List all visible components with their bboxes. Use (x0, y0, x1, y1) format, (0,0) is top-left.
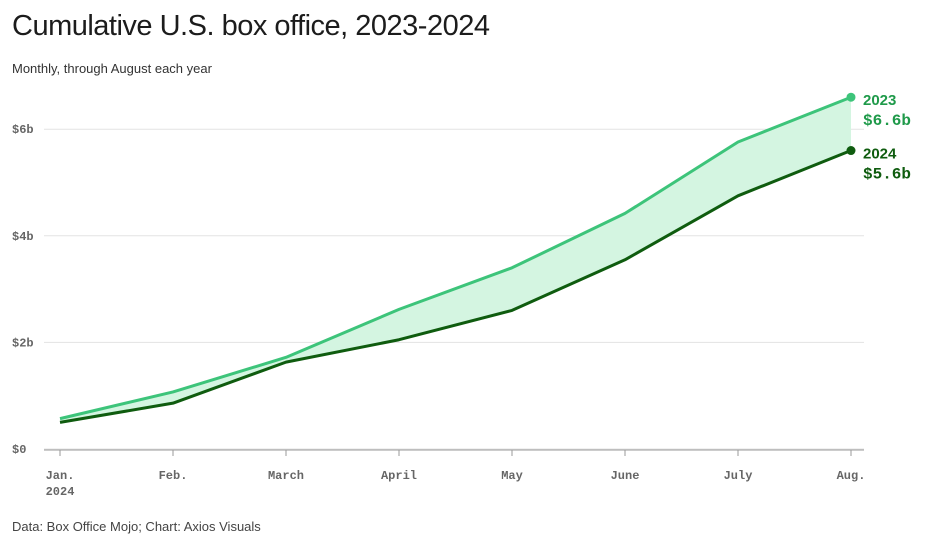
x-tick-label: July (724, 469, 753, 483)
series-lines (59, 92, 856, 424)
x-tick-label: March (268, 469, 304, 483)
chart-title: Cumulative U.S. box office, 2023-2024 (12, 10, 490, 42)
x-tick-label: Jan. (46, 469, 75, 483)
y-axis-labels: $0 $2b $4b $6b (12, 123, 34, 457)
x-tick-label: Feb. (159, 469, 188, 483)
grid-lines (44, 128, 864, 450)
y-tick-label: $2b (12, 336, 34, 350)
x-tick-label: June (611, 469, 640, 483)
x-tick-label: April (381, 469, 417, 483)
end-label-year-2023: 2023 (863, 92, 896, 109)
y-tick-label: $6b (12, 123, 34, 137)
x-tick-label: May (501, 469, 523, 483)
end-label-year-2024: 2024 (863, 146, 897, 163)
series-line-2024 (59, 149, 852, 424)
end-label-value-2023: $6.6b (863, 112, 911, 130)
x-tick-label: Aug. (837, 469, 866, 483)
end-label-value-2024: $5.6b (863, 166, 911, 184)
end-labels: 2023 $6.6b 2024 $5.6b (863, 92, 911, 183)
chart-subtitle: Monthly, through August each year (12, 61, 212, 76)
end-marker-2023 (846, 92, 856, 102)
source-note: Data: Box Office Mojo; Chart: Axios Visu… (12, 519, 261, 534)
series-line-2023 (59, 95, 852, 421)
y-tick-label: $0 (12, 443, 26, 457)
x-axis: Jan. Feb. March April May June July Aug. 2024 (44, 449, 866, 499)
y-tick-label: $4b (12, 230, 34, 244)
x-tick-sublabel: 2024 (46, 485, 75, 499)
end-marker-2024 (846, 146, 856, 156)
